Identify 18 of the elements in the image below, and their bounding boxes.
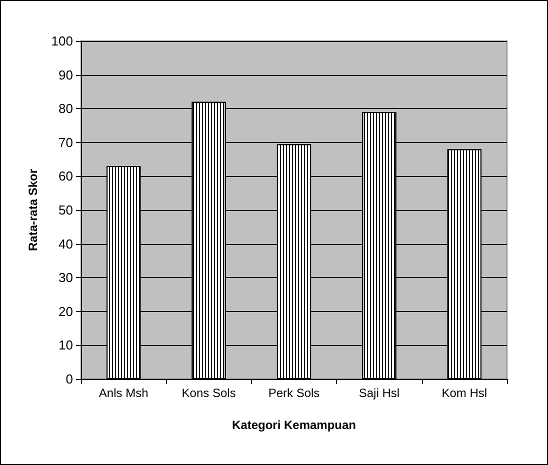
y-tick-label: 70: [58, 134, 73, 150]
x-tick-label: Perk Sols: [268, 386, 320, 400]
y-axis-title: Rata-rata Skor: [26, 168, 40, 252]
y-tick-label: 100: [51, 34, 73, 48]
x-axis-title: Kategori Kemampuan: [232, 418, 356, 432]
y-tick-label: 30: [58, 270, 73, 286]
y-tick-label: 40: [58, 236, 73, 252]
y-tick-label: 60: [58, 168, 73, 184]
y-tick-label: 10: [58, 338, 73, 353]
x-tick-label: Anls Msh: [98, 386, 148, 400]
y-tick-label: 0: [66, 372, 73, 386]
y-tick-label: 50: [58, 202, 73, 218]
x-tick-label: Saji Hsl: [358, 386, 400, 400]
x-tick-label: Kons Sols: [182, 386, 236, 400]
y-tick-label: 90: [58, 67, 73, 82]
y-tick-label: 20: [58, 304, 73, 319]
y-tick-label: 80: [58, 101, 73, 116]
x-tick-label: Kom Hsl: [442, 386, 488, 400]
